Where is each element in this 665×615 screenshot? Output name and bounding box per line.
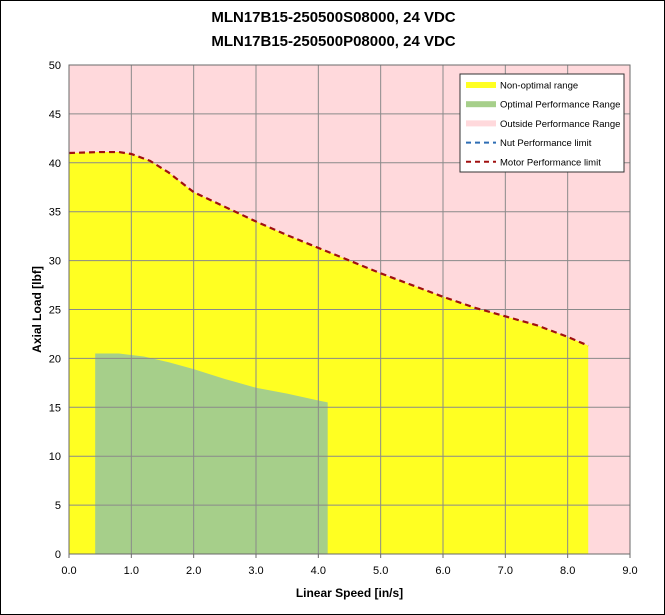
y-tick-label: 0	[55, 549, 61, 561]
y-tick-label: 25	[49, 305, 61, 317]
y-tick-label: 30	[49, 256, 61, 268]
y-tick-label: 50	[49, 60, 61, 72]
x-tick-label: 0.0	[61, 565, 76, 577]
legend-swatch-non-optimal	[466, 82, 496, 88]
optimal-performance-area	[95, 353, 328, 554]
x-tick-label: 2.0	[186, 565, 201, 577]
x-tick-label: 4.0	[311, 565, 326, 577]
y-tick-label: 10	[49, 451, 61, 463]
x-axis-label: Linear Speed [in/s]	[296, 586, 403, 600]
x-tick-label: 9.0	[622, 565, 637, 577]
legend-label: Non-optimal range	[500, 81, 578, 92]
chart-title-line-2: MLN17B15-250500P08000, 24 VDC	[211, 33, 456, 50]
x-tick-label: 6.0	[435, 565, 450, 577]
motor-performance-limit-line	[68, 150, 589, 347]
legend-swatch-outside	[466, 120, 496, 127]
legend-label: Optimal Performance Range	[500, 100, 620, 111]
y-tick-label: 5	[55, 500, 61, 512]
y-tick-label: 40	[49, 158, 61, 170]
y-tick-label: 35	[49, 207, 61, 219]
plot-area-border	[68, 64, 631, 555]
legend-label: Motor Performance limit	[500, 157, 601, 168]
y-axis-label: Axial Load [lbf]	[30, 266, 44, 353]
x-tick-label: 1.0	[124, 565, 139, 577]
y-tick-label: 15	[49, 402, 61, 414]
legend-label: Outside Performance Range	[500, 119, 620, 130]
x-tick-label: 8.0	[560, 565, 575, 577]
x-tick-label: 5.0	[373, 565, 388, 577]
legend-label: Nut Performance limit	[500, 138, 592, 149]
y-tick-label: 45	[49, 109, 61, 121]
x-tick-label: 7.0	[498, 565, 513, 577]
y-tick-label: 20	[49, 353, 61, 365]
legend-swatch-optimal	[466, 101, 496, 108]
chart-title-line-1: MLN17B15-250500S08000, 24 VDC	[211, 9, 456, 26]
x-tick-label: 3.0	[248, 565, 263, 577]
